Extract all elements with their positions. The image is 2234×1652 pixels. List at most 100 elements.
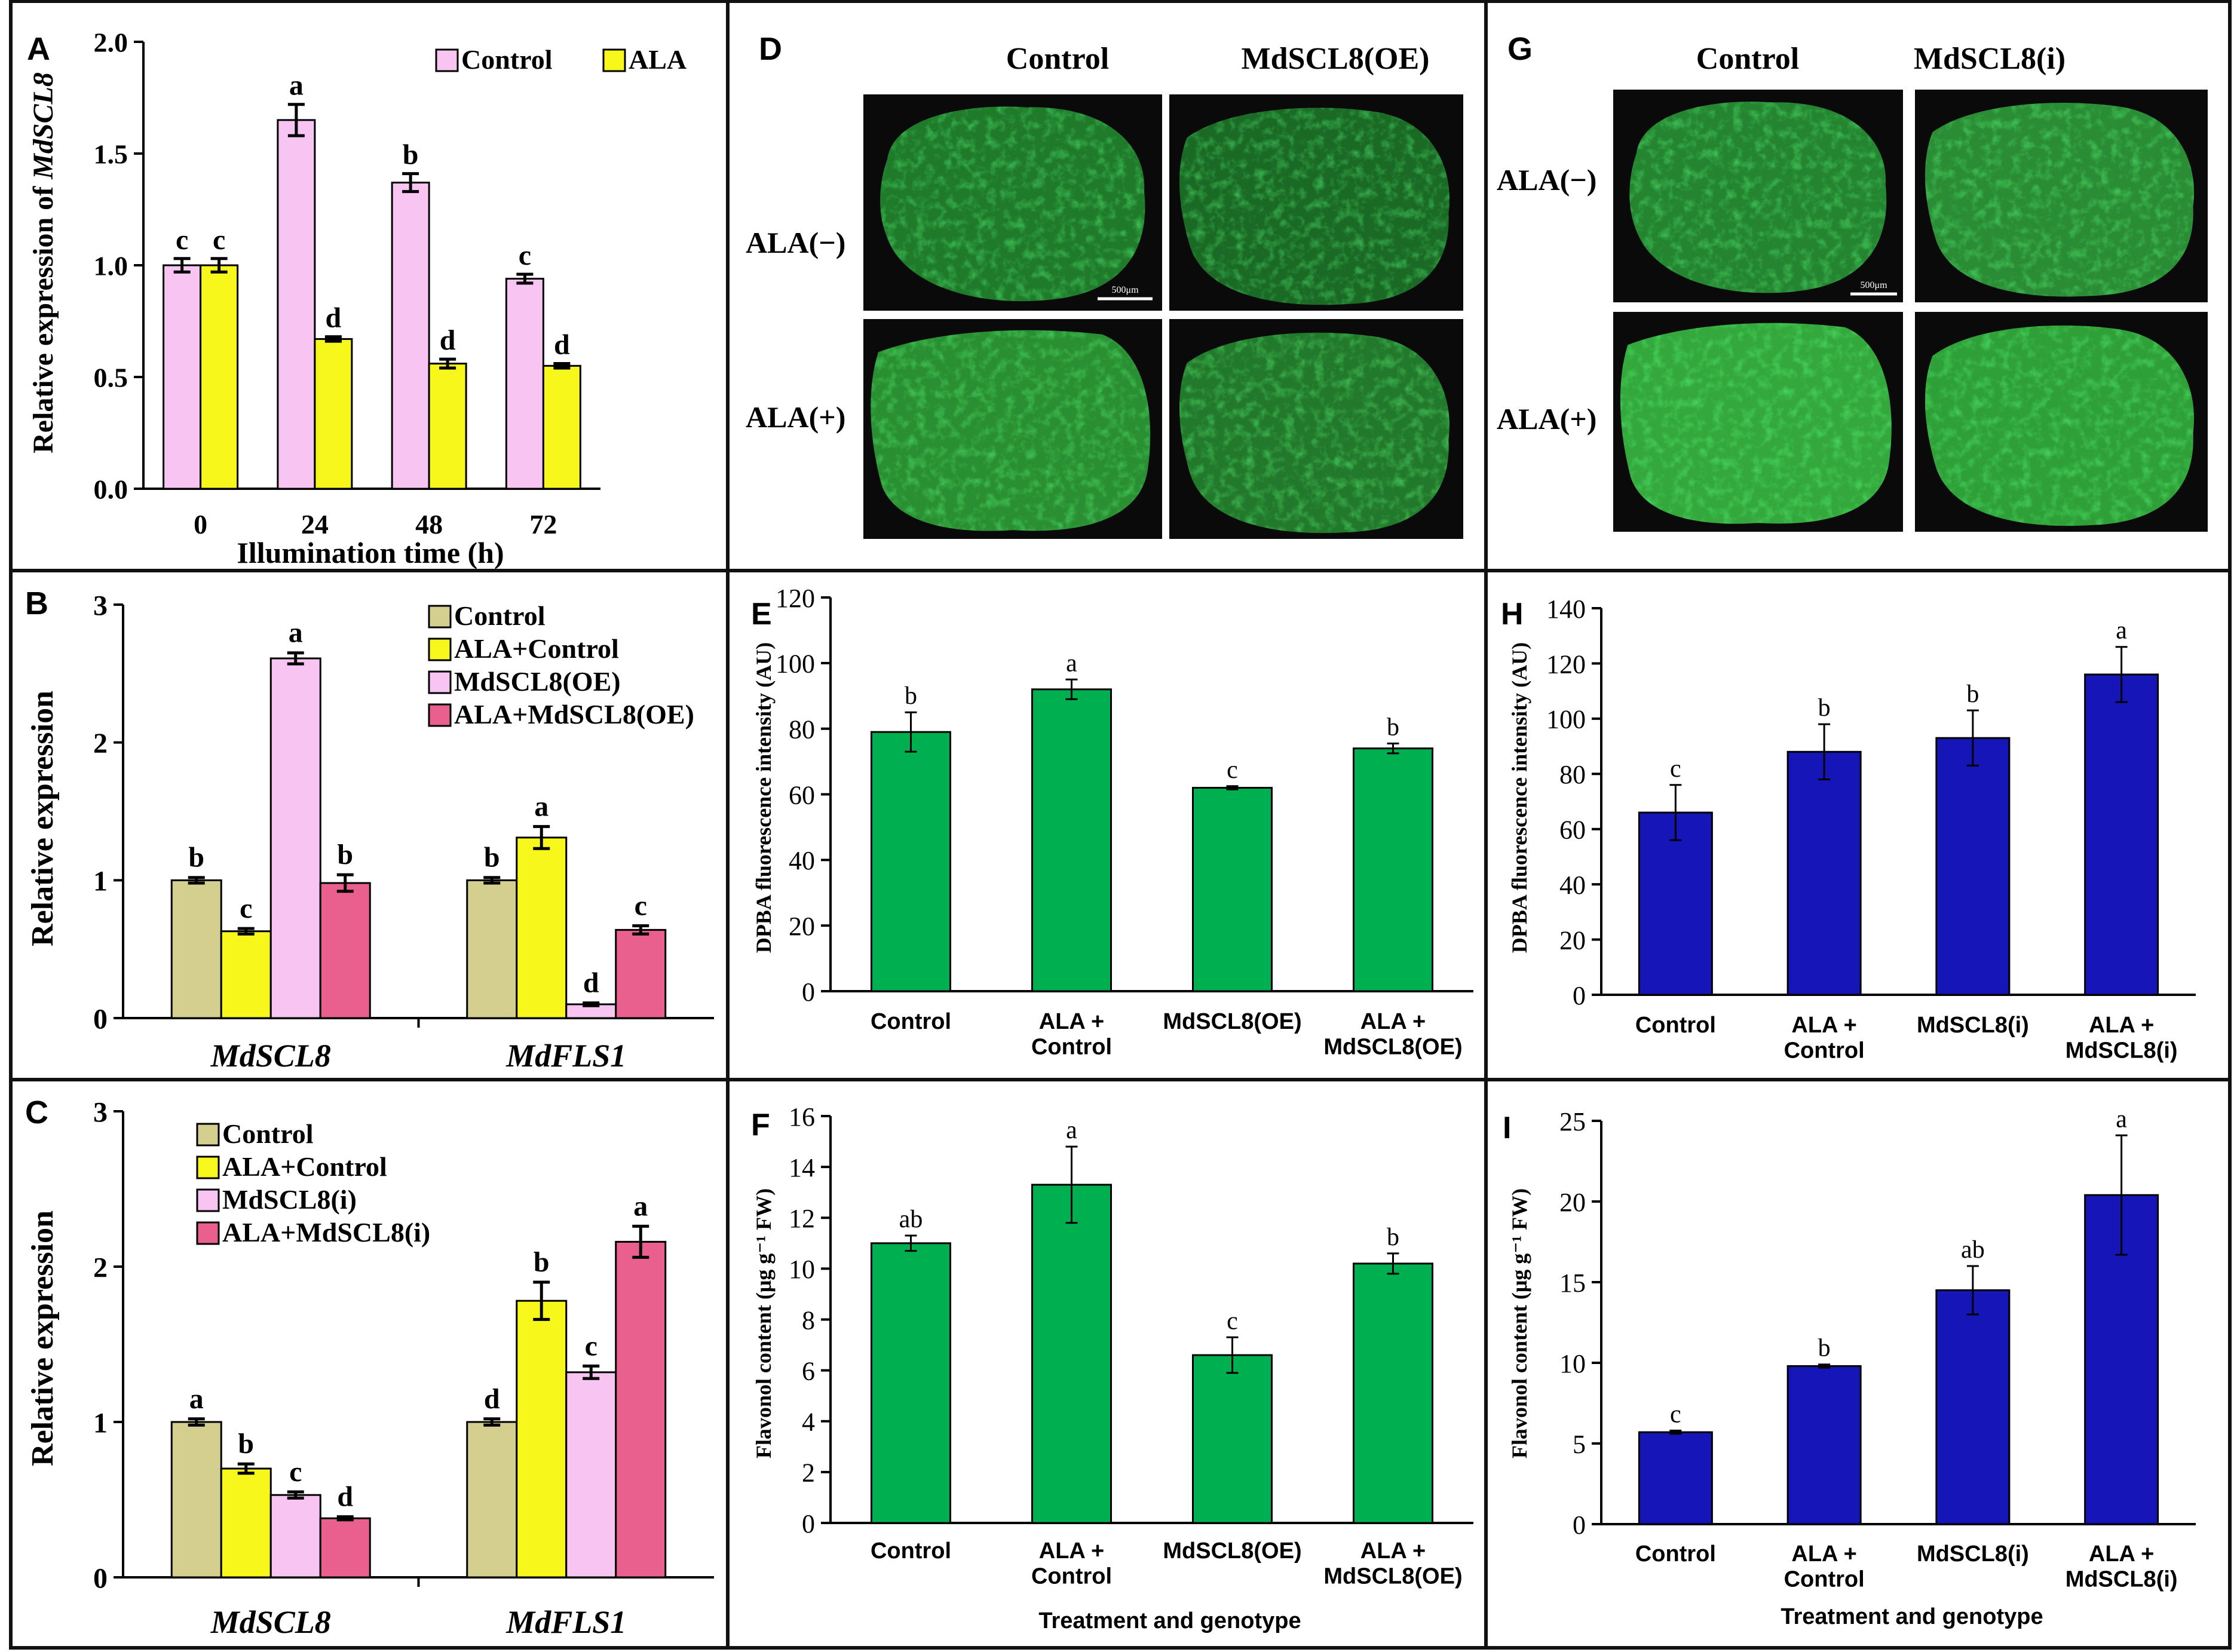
y-tick-label: 4	[802, 1408, 815, 1437]
panel-label: C	[25, 1095, 48, 1130]
legend-label: ALA+MdSCL8(OE)	[454, 699, 694, 730]
bar-dpba	[1786, 750, 1862, 996]
bar-flavonol	[871, 1242, 951, 1524]
y-tick-label: 0.0	[94, 474, 128, 505]
y-tick-label: 15	[1559, 1268, 1586, 1298]
x-tick-label: ALA +	[2089, 1541, 2154, 1567]
x-tick-label: MdSCL8(i)	[2066, 1567, 2178, 1592]
legend-label: ALA+MdSCL8(i)	[222, 1217, 430, 1248]
significance-letter: a	[1066, 1117, 1077, 1144]
legend-label: ALA+Control	[454, 633, 619, 664]
panel-label: B	[25, 586, 48, 621]
legend-swatch	[435, 48, 459, 72]
x-tick-label: ALA +	[1791, 1541, 1856, 1567]
y-axis-label: Relative expression	[26, 1210, 60, 1466]
bar-control	[170, 879, 222, 1019]
y-tick-label: 20	[789, 912, 815, 941]
significance-letter: d	[337, 1481, 353, 1513]
x-tick-label: MdSCL8(OE)	[1323, 1564, 1462, 1589]
x-tick-label: MdSCL8(i)	[1917, 1541, 2029, 1567]
x-tick-label: ALA +	[1791, 1013, 1856, 1038]
x-axis-label: Treatment and genotype	[1038, 1608, 1301, 1633]
y-tick-label: 14	[789, 1153, 815, 1182]
bar-mdscl8-i-	[565, 1371, 617, 1579]
legend-swatch	[602, 48, 626, 72]
significance-letter: c	[289, 1456, 302, 1488]
significance-letter: c	[1227, 1307, 1238, 1335]
bar-dpba	[1353, 747, 1433, 992]
y-axis-label: DPBA fluorescence intensity (AU)	[1507, 642, 1531, 953]
significance-letter: b	[238, 1428, 254, 1460]
bar-flavonol	[1786, 1365, 1862, 1525]
x-tick-label: Control	[1635, 1541, 1716, 1567]
significance-letter: c	[1670, 1400, 1681, 1428]
y-tick-label: 2	[93, 1252, 108, 1283]
chart-I: I 0 5 10 15 20 25 Flavonol content (μg g⁻¹ FW) c…	[1503, 1105, 2196, 1629]
bar-flavonol	[1935, 1289, 2011, 1525]
y-axis-label: Relative expression	[26, 691, 60, 946]
panel-label: A	[27, 31, 50, 67]
x-tick-label: ALA +	[1039, 1538, 1104, 1564]
y-tick-label: 3	[93, 1096, 108, 1128]
bar-control	[391, 182, 430, 490]
legend-swatch	[196, 1221, 220, 1245]
y-tick-label: 8	[802, 1305, 815, 1335]
significance-letter: a	[2116, 617, 2127, 645]
y-tick-label: 100	[1546, 705, 1586, 734]
y-tick-label: 80	[789, 715, 815, 744]
bar-flavonol	[1031, 1184, 1112, 1524]
x-axis-label: Illumination time (h)	[237, 536, 504, 569]
significance-letter: ab	[1961, 1236, 1985, 1264]
bar-ala-control	[516, 1299, 568, 1579]
bar-flavonol	[1192, 1354, 1273, 1524]
chart-E: E 0 20 40 60 80 100 120 DPBA fluorescence intens…	[751, 584, 1473, 1060]
column-header: MdSCL8(OE)	[1242, 42, 1430, 76]
x-tick-label: 72	[529, 509, 557, 540]
significance-letter: b	[1818, 694, 1831, 722]
significance-letter: b	[403, 139, 419, 171]
significance-letter: d	[583, 967, 599, 999]
legend-label: Control	[461, 44, 553, 75]
bar-ala	[200, 264, 239, 490]
significance-letter: b	[1387, 1224, 1399, 1251]
significance-letter: c	[585, 1330, 597, 1362]
chart-A: A 0.0 0.5 1.0 1.5 2.0 Relative expression of M…	[27, 27, 687, 569]
legend-swatch	[196, 1156, 220, 1179]
x-tick-label: MdSCL8	[210, 1604, 331, 1640]
y-tick-label: 2.0	[94, 27, 128, 58]
x-axis-label: Treatment and genotype	[1781, 1604, 2043, 1629]
column-header: MdSCL8(i)	[1914, 42, 2066, 76]
micrograph-tile	[1169, 94, 1463, 311]
legend-label: Control	[454, 600, 546, 631]
y-tick-label: 120	[776, 584, 815, 613]
chart-C: C 0 1 2 3 Relative expression a b c d MdSCL8 d b c a Md…	[25, 1095, 714, 1640]
legend-swatch	[428, 703, 452, 727]
bar-ala-mdscl8-oe-	[319, 882, 371, 1019]
chart-H: H 0 20 40 60 80 100 120 140 DPBA fluorescence int…	[1501, 594, 2196, 1063]
legend-swatch	[196, 1188, 220, 1212]
bar-ala-mdscl8-i-	[615, 1240, 667, 1579]
y-tick-label: 10	[1559, 1349, 1586, 1378]
x-tick-label: 0	[194, 509, 207, 540]
significance-letter: a	[189, 1383, 204, 1415]
x-tick-label: MdSCL8(i)	[1917, 1013, 2029, 1038]
row-label: ALA(+)	[746, 400, 845, 434]
bar-control	[466, 1421, 518, 1579]
significance-letter: a	[1066, 649, 1077, 677]
x-tick-label: MdSCL8(OE)	[1323, 1035, 1462, 1060]
x-tick-label: Control	[1031, 1035, 1112, 1060]
y-tick-label: 20	[1559, 1188, 1586, 1217]
chart-B: B 0 1 2 3 Relative expression b c a b MdSCL8 b a d c Md…	[25, 586, 714, 1074]
y-tick-label: 0	[1573, 981, 1586, 1010]
y-tick-label: 6	[802, 1356, 815, 1386]
significance-letter: d	[484, 1383, 500, 1415]
x-tick-label: MdFLS1	[505, 1038, 626, 1074]
y-tick-label: 0.5	[94, 363, 128, 393]
x-tick-label: Control	[871, 1009, 951, 1034]
significance-letter: c	[1227, 756, 1238, 784]
bar-mdscl8-oe-	[269, 657, 321, 1019]
x-tick-label: ALA +	[1360, 1009, 1426, 1034]
x-tick-label: MdSCL8(i)	[2066, 1038, 2178, 1063]
row-label: ALA(+)	[1497, 402, 1596, 436]
